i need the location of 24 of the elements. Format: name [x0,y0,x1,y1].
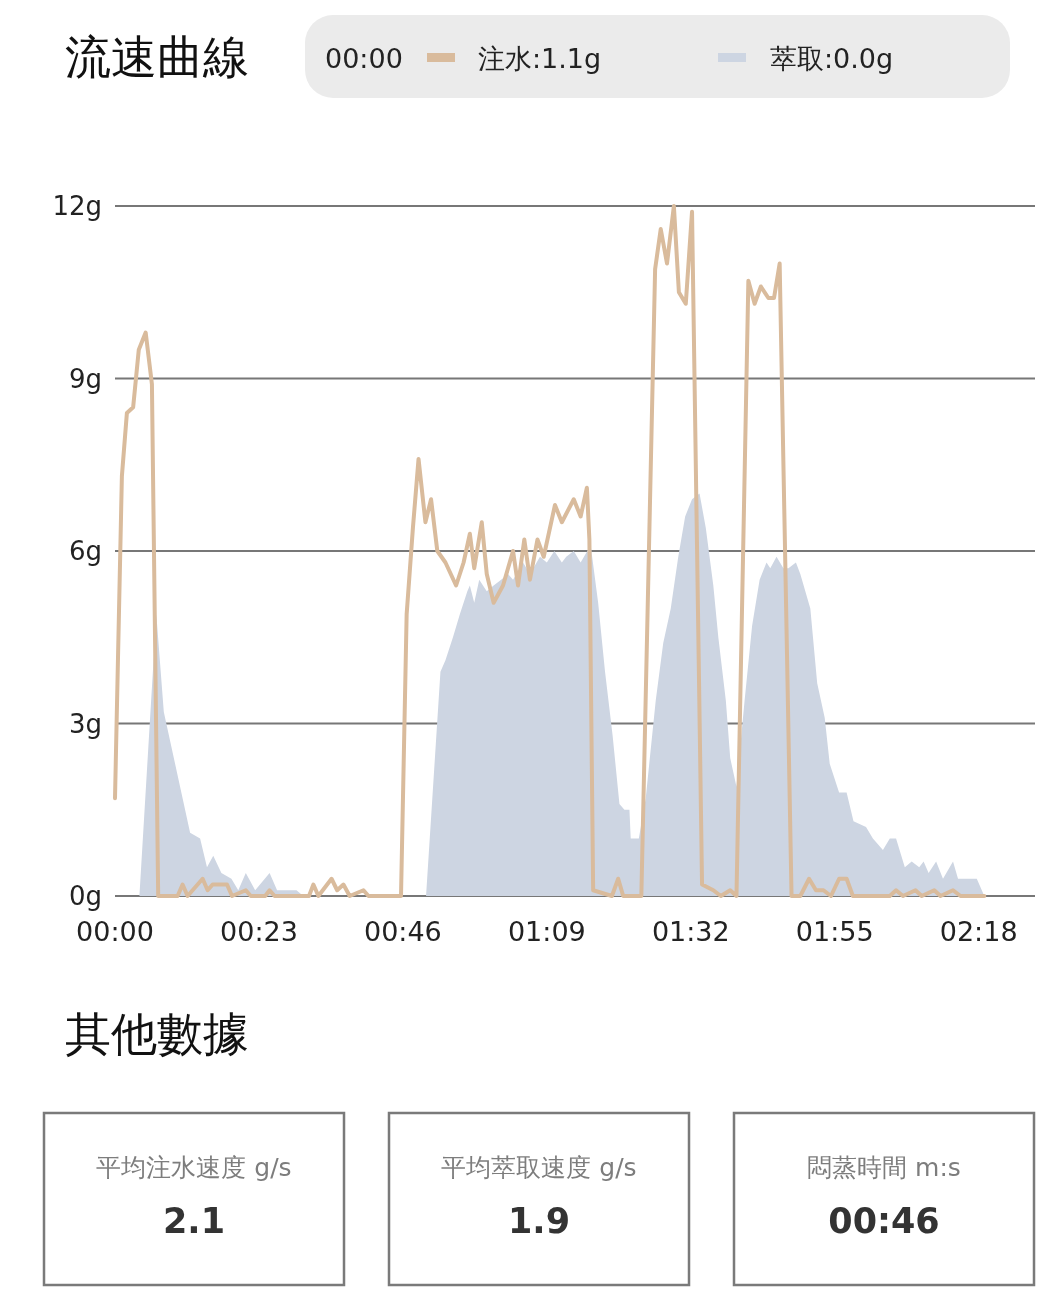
x-tick-label: 01:55 [795,916,874,947]
text: 2.1 [162,1201,226,1241]
text: 00:46 [828,1201,940,1241]
text: 平均注水速度 g/s [96,1153,292,1182]
x-tick-label: 00:46 [363,916,442,947]
y-tick-label: 12g [52,191,102,221]
line-series [113,204,987,898]
x-tick-label: 02:18 [939,916,1018,947]
y-tick-label: 6g [68,536,102,566]
x-tick-label: 01:32 [651,916,730,947]
legend-label: 注水:1.1g [478,43,602,74]
y-tick-label: 9g [68,363,102,394]
text: 其他數據 [65,1007,249,1061]
y-tick-label: 0g [68,881,102,911]
x-tick-label: 01:09 [507,916,586,947]
chart-title: 流速曲線 [65,30,249,84]
legend-label: 萃取:0.0g [770,43,894,74]
text: 悶蒸時間 m:s [807,1153,961,1182]
text: 平均萃取速度 g/s [441,1153,637,1182]
text: 1.9 [507,1201,571,1241]
x-tick-label: 00:00 [76,916,154,947]
x-tick-label: 00:23 [220,916,298,947]
y-tick-label: 3g [68,708,102,739]
legend-title: 00:00 [325,43,403,74]
